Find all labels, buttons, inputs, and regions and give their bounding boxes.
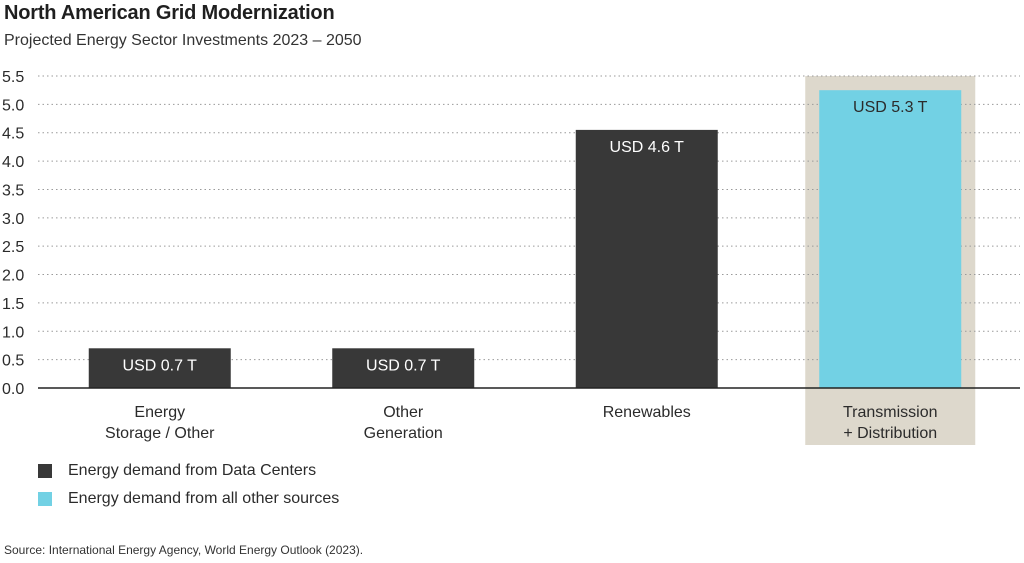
chart-subtitle: Projected Energy Sector Investments 2023… xyxy=(4,32,362,49)
category-label: Storage / Other xyxy=(105,425,215,442)
y-tick-label: 5.0 xyxy=(2,97,24,114)
y-tick-label: 4.0 xyxy=(2,154,24,171)
y-tick-label: 3.0 xyxy=(2,211,24,228)
category-label: Renewables xyxy=(603,404,691,421)
y-tick-label: 5.5 xyxy=(2,69,24,86)
bar-data-label: USD 5.3 T xyxy=(853,99,928,116)
chart-title: North American Grid Modernization xyxy=(4,2,335,24)
y-tick-label: 1.0 xyxy=(2,324,24,341)
legend-label-other-sources: Energy demand from all other sources xyxy=(68,490,340,507)
category-labels: Energy Storage / Other Other Generation Rene… xyxy=(105,404,937,442)
category-label: Other xyxy=(383,404,424,421)
source-note: Source: International Energy Agency, Wor… xyxy=(4,543,364,557)
category-label: Transmission xyxy=(843,404,938,421)
bar xyxy=(88,348,231,388)
y-tick-label: 2.5 xyxy=(2,239,24,256)
category-label: Energy xyxy=(134,404,185,421)
gridlines xyxy=(38,75,1020,361)
y-tick-label: 3.5 xyxy=(2,182,24,199)
legend-item-other-sources: Energy demand from all other sources xyxy=(38,485,339,513)
bar-data-labels: USD 0.7 T USD 0.7 T USD 4.6 T USD 5.3 T xyxy=(123,99,928,374)
bars xyxy=(88,90,962,388)
category-label: + Distribution xyxy=(843,425,937,442)
bar-data-label: USD 0.7 T xyxy=(123,357,198,374)
legend-swatch-data-centers xyxy=(38,464,52,478)
bar xyxy=(819,90,962,388)
legend-label-data-centers: Energy demand from Data Centers xyxy=(68,462,317,479)
legend-item-data-centers: Energy demand from Data Centers xyxy=(38,457,339,485)
y-tick-label: 4.5 xyxy=(2,126,24,143)
bar xyxy=(575,129,718,388)
category-label: Generation xyxy=(364,425,443,442)
legend-swatch-other-sources xyxy=(38,492,52,506)
bar xyxy=(332,348,475,388)
y-tick-label: 0.5 xyxy=(2,353,24,370)
bar-data-label: USD 0.7 T xyxy=(366,357,441,374)
bar-chart: 0.0 0.5 1.0 1.5 2.0 2.5 3.0 3.5 4.0 4.5 5.0 5.5 USD… xyxy=(2,69,1020,445)
y-tick-label: 0.0 xyxy=(2,381,24,398)
y-tick-label: 1.5 xyxy=(2,296,24,313)
y-axis-ticks: 0.0 0.5 1.0 1.5 2.0 2.5 3.0 3.5 4.0 4.5 5.0 5.5 xyxy=(2,69,24,398)
y-tick-label: 2.0 xyxy=(2,268,24,285)
bar-data-label: USD 4.6 T xyxy=(610,139,685,156)
legend: Energy demand from Data Centers Energy d… xyxy=(38,457,339,513)
